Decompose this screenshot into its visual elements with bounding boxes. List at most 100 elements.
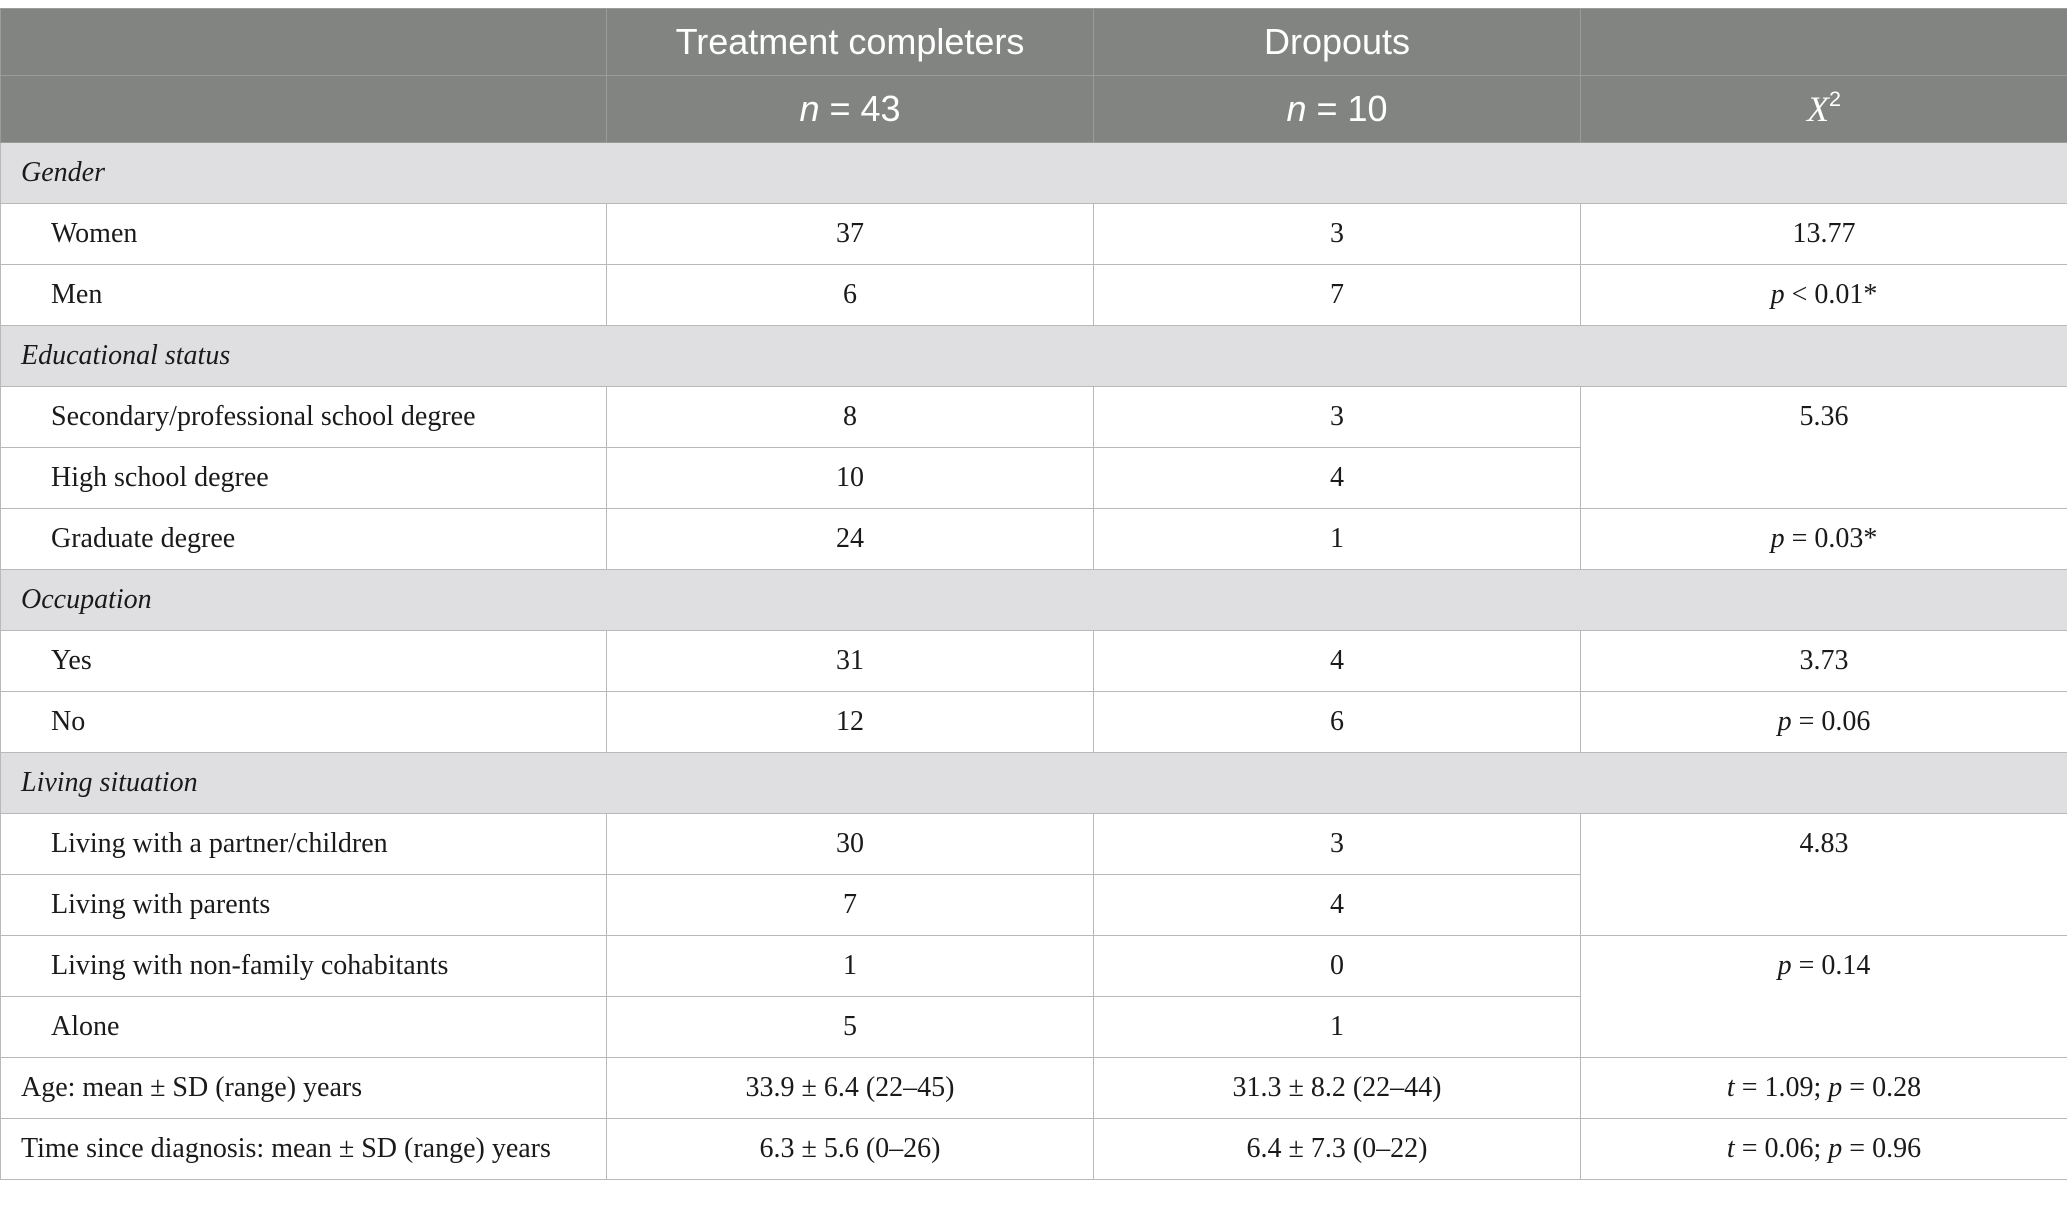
row-label: Yes [0, 630, 607, 692]
table-row: Men 6 7 p < 0.01* [0, 264, 2067, 326]
dropouts-cell: 3 [1093, 386, 1581, 448]
table-row-time: Time since diagnosis: mean ± SD (range) … [0, 1118, 2067, 1180]
completers-cell: 7 [606, 874, 1094, 936]
chi-value-cell: 4.83 [1580, 813, 2067, 936]
completers-cell: 1 [606, 935, 1094, 997]
table-row-age: Age: mean ± SD (range) years 33.9 ± 6.4 … [0, 1057, 2067, 1119]
dropouts-cell: 6.4 ± 7.3 (0–22) [1093, 1118, 1581, 1180]
header-corner-cell [0, 8, 607, 76]
p-value: = 0.03* [1791, 523, 1878, 554]
header-completers: Treatment completers [606, 8, 1094, 76]
category-label: Educational status [0, 325, 2067, 387]
completers-cell: 10 [606, 447, 1094, 509]
dropouts-cell: 0 [1093, 935, 1581, 997]
completers-cell: 12 [606, 691, 1094, 753]
completers-cell: 5 [606, 996, 1094, 1058]
dropouts-cell: 1 [1093, 996, 1581, 1058]
chi-value-cell: 13.77 [1580, 203, 2067, 265]
table-row: No 12 6 p = 0.06 [0, 691, 2067, 753]
chi-value-cell: 5.36 [1580, 386, 2067, 509]
table-row: Secondary/professional school degree 8 3… [0, 386, 2067, 509]
t-value: = 0.06; [1741, 1133, 1829, 1164]
p-symbol: p [1777, 706, 1792, 737]
t-test-cell: t = 1.09; p = 0.28 [1580, 1057, 2067, 1119]
category-label: Gender [0, 142, 2067, 204]
row-label: Living with non-family cohabitants [0, 935, 607, 997]
header-corner-cell-2 [0, 75, 607, 143]
completers-cell: 6.3 ± 5.6 (0–26) [606, 1118, 1094, 1180]
row-label: Women [0, 203, 607, 265]
dropouts-cell: 31.3 ± 8.2 (22–44) [1093, 1057, 1581, 1119]
n-dropouts-value: = 10 [1316, 88, 1388, 129]
t-test-cell: t = 0.06; p = 0.96 [1580, 1118, 2067, 1180]
header-stat-blank [1580, 8, 2067, 76]
completers-cell: 37 [606, 203, 1094, 265]
dropouts-cell: 6 [1093, 691, 1581, 753]
p-value-cell: p = 0.06 [1580, 691, 2067, 753]
p-symbol: p [1770, 523, 1785, 554]
completers-cell: 6 [606, 264, 1094, 326]
dropouts-cell: 1 [1093, 508, 1581, 570]
header-dropouts: Dropouts [1093, 8, 1581, 76]
completers-cell: 8 [606, 386, 1094, 448]
table-container: Treatment completers Dropouts n = 43 n =… [0, 8, 2067, 1180]
category-row-education: Educational status [0, 325, 2067, 387]
category-row-living: Living situation [0, 752, 2067, 814]
completers-cell: 24 [606, 508, 1094, 570]
header-row-counts: n = 43 n = 10 X2 [0, 75, 2067, 143]
category-row-occupation: Occupation [0, 569, 2067, 631]
header-n-completers: n = 43 [606, 75, 1094, 143]
header-row-groups: Treatment completers Dropouts [0, 8, 2067, 76]
row-label: Alone [0, 996, 607, 1058]
row-label: Living with a partner/children [0, 813, 607, 875]
p-symbol: p [1777, 950, 1792, 981]
p-value: = 0.06 [1798, 706, 1871, 737]
t-symbol: t [1726, 1072, 1735, 1103]
table-row: Yes 31 4 3.73 [0, 630, 2067, 692]
p-symbol: p [1770, 279, 1785, 310]
header-chi-square: X2 [1580, 75, 2067, 143]
category-label: Living situation [0, 752, 2067, 814]
completers-cell: 33.9 ± 6.4 (22–45) [606, 1057, 1094, 1119]
row-label: Graduate degree [0, 508, 607, 570]
chi-superscript: 2 [1828, 85, 1841, 111]
p-value-cell: p < 0.01* [1580, 264, 2067, 326]
row-label: Time since diagnosis: mean ± SD (range) … [0, 1118, 607, 1180]
p-value: = 0.96 [1849, 1133, 1922, 1164]
n-symbol: n [1286, 88, 1307, 129]
row-label: No [0, 691, 607, 753]
p-symbol: p [1828, 1072, 1843, 1103]
n-symbol: n [799, 88, 820, 129]
dropouts-cell: 7 [1093, 264, 1581, 326]
dropouts-cell: 4 [1093, 630, 1581, 692]
table-row: Living with non-family cohabitants 1 0 p… [0, 935, 2067, 1058]
p-value-cell: p = 0.14 [1580, 935, 2067, 1058]
p-symbol: p [1828, 1133, 1843, 1164]
row-label: Living with parents [0, 874, 607, 936]
completers-cell: 31 [606, 630, 1094, 692]
row-label: Secondary/professional school degree [0, 386, 607, 448]
dropouts-cell: 4 [1093, 874, 1581, 936]
p-value: < 0.01* [1791, 279, 1878, 310]
p-value-cell: p = 0.03* [1580, 508, 2067, 570]
table-row: High school degree 10 4 [0, 447, 2067, 509]
dropouts-cell: 4 [1093, 447, 1581, 509]
completers-cell: 30 [606, 813, 1094, 875]
t-symbol: t [1726, 1133, 1735, 1164]
dropouts-cell: 3 [1093, 813, 1581, 875]
p-value: = 0.14 [1798, 950, 1871, 981]
table-row: Living with a partner/children 30 3 4.83 [0, 813, 2067, 936]
category-label: Occupation [0, 569, 2067, 631]
n-completers-value: = 43 [829, 88, 901, 129]
row-label: Men [0, 264, 607, 326]
header-n-dropouts: n = 10 [1093, 75, 1581, 143]
category-row-gender: Gender [0, 142, 2067, 204]
chi-value-cell: 3.73 [1580, 630, 2067, 692]
t-value: = 1.09; [1741, 1072, 1829, 1103]
demographics-table: Treatment completers Dropouts n = 43 n =… [0, 8, 2067, 1180]
dropouts-cell: 3 [1093, 203, 1581, 265]
table-row: Living with parents 7 4 [0, 874, 2067, 936]
row-label: High school degree [0, 447, 607, 509]
p-value: = 0.28 [1849, 1072, 1922, 1103]
row-label: Age: mean ± SD (range) years [0, 1057, 607, 1119]
